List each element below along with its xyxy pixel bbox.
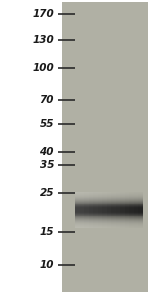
- Bar: [75, 215, 143, 216]
- Bar: [93, 192, 98, 228]
- Bar: [75, 220, 143, 221]
- Text: 25: 25: [39, 188, 54, 198]
- Bar: [75, 221, 143, 222]
- Bar: [75, 199, 143, 200]
- Bar: [75, 201, 143, 202]
- Text: 35: 35: [39, 160, 54, 170]
- Bar: [75, 213, 143, 214]
- Bar: [84, 192, 89, 228]
- Bar: [98, 192, 102, 228]
- Text: 70: 70: [39, 95, 54, 105]
- Bar: [75, 196, 143, 197]
- Text: 10: 10: [39, 260, 54, 270]
- Bar: [107, 192, 111, 228]
- Bar: [75, 208, 143, 209]
- Bar: [75, 192, 143, 193]
- Bar: [75, 225, 143, 226]
- Text: 55: 55: [39, 119, 54, 129]
- Bar: [75, 206, 143, 207]
- Bar: [75, 194, 143, 195]
- Bar: [138, 192, 143, 228]
- Bar: [129, 192, 134, 228]
- Bar: [75, 214, 143, 215]
- Bar: [75, 223, 143, 224]
- Bar: [75, 222, 143, 223]
- Bar: [75, 203, 143, 204]
- Bar: [89, 192, 93, 228]
- Bar: [75, 218, 143, 219]
- Text: 15: 15: [39, 227, 54, 237]
- Bar: [120, 192, 125, 228]
- Bar: [75, 209, 143, 210]
- Bar: [75, 207, 143, 208]
- Bar: [75, 216, 143, 217]
- Bar: [80, 192, 84, 228]
- Bar: [75, 210, 143, 211]
- Text: 170: 170: [32, 9, 54, 19]
- Text: 130: 130: [32, 35, 54, 45]
- Bar: [75, 212, 143, 213]
- Bar: [75, 219, 143, 220]
- Bar: [75, 200, 143, 201]
- Bar: [111, 192, 116, 228]
- Bar: [75, 204, 143, 206]
- Bar: [75, 202, 143, 203]
- Bar: [75, 224, 143, 225]
- Bar: [75, 193, 143, 194]
- Bar: [134, 192, 138, 228]
- Bar: [75, 192, 80, 228]
- Bar: [62, 2, 148, 292]
- Bar: [75, 198, 143, 199]
- Bar: [116, 192, 120, 228]
- Bar: [75, 227, 143, 228]
- Bar: [75, 197, 143, 198]
- Bar: [75, 226, 143, 227]
- Bar: [75, 217, 143, 218]
- Text: 100: 100: [32, 63, 54, 73]
- Bar: [75, 211, 143, 212]
- Bar: [102, 192, 107, 228]
- Text: 40: 40: [39, 147, 54, 157]
- Bar: [75, 195, 143, 196]
- Bar: [125, 192, 129, 228]
